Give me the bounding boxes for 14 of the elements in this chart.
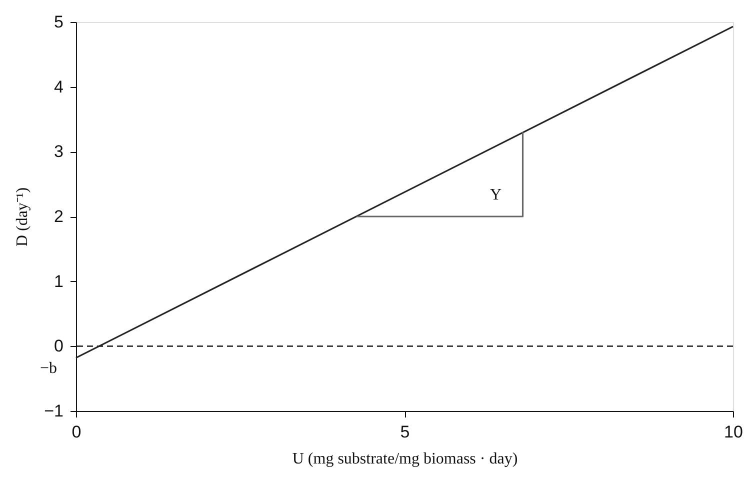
y-tick-label: 0	[54, 336, 64, 356]
y-tick-label: 4	[54, 77, 64, 96]
x-tick-label: 5	[400, 422, 410, 442]
y-axis-title: D (day⁻¹)	[14, 187, 32, 247]
y-tick-label: 2	[54, 207, 64, 226]
y-tick-label: 1	[54, 272, 64, 291]
x-tick-label: 10	[724, 422, 743, 442]
y-tick-label: 5	[54, 12, 64, 32]
annotation: −b	[40, 360, 57, 377]
y-tick-label: −1	[44, 402, 64, 420]
annotation: Y	[490, 186, 502, 204]
x-tick-label: 0	[72, 422, 82, 442]
x-axis-title: U (mg substrate/mg biomass · day)	[292, 450, 518, 468]
y-tick-label: 3	[54, 142, 64, 162]
